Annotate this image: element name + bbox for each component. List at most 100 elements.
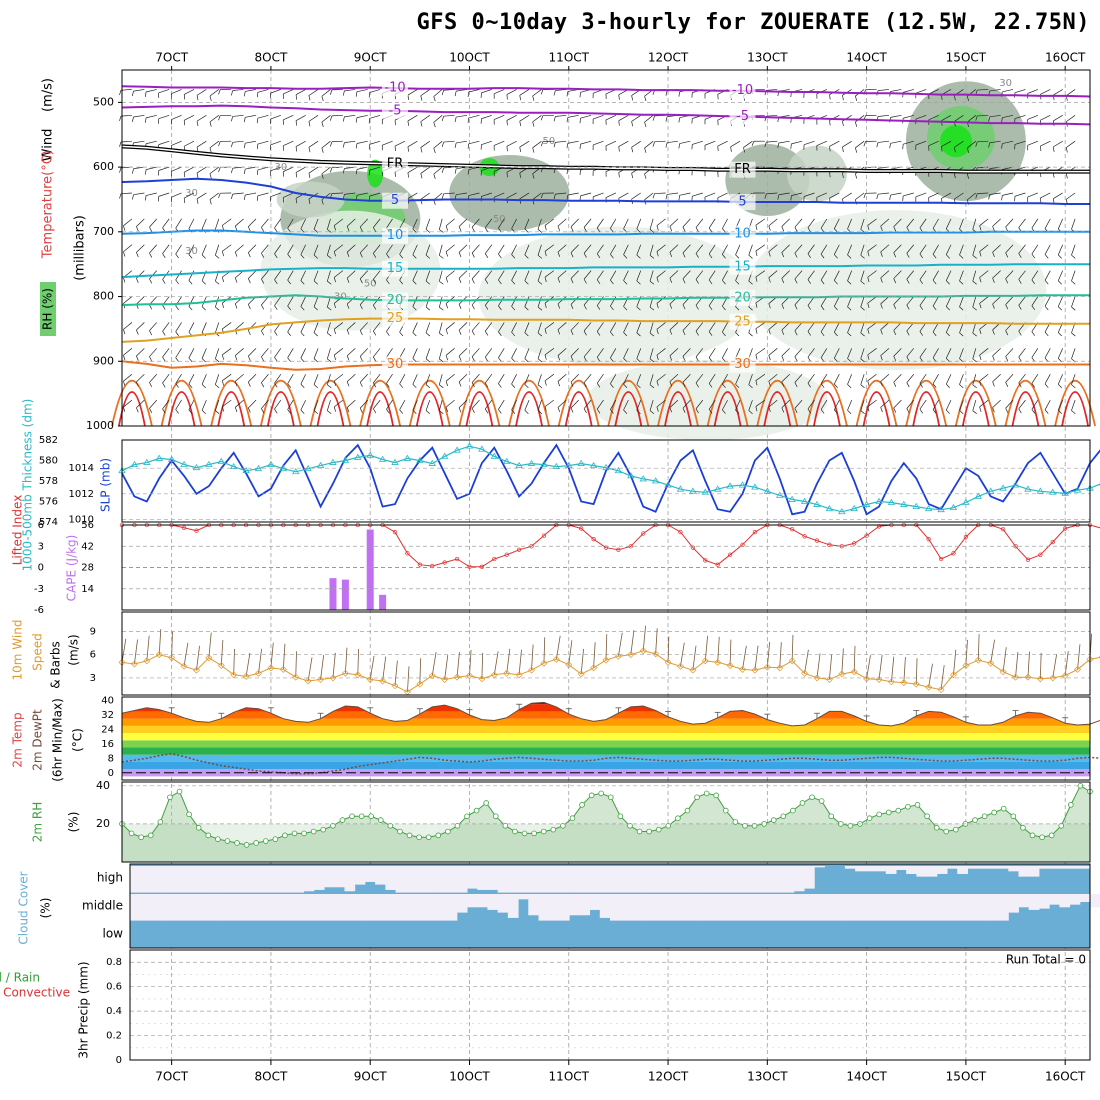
wind-barb xyxy=(794,399,803,409)
rh2m-point xyxy=(991,809,997,816)
wind10m-barb xyxy=(233,648,235,675)
wind-barb xyxy=(1071,270,1076,282)
wind-barb-flag xyxy=(287,409,292,414)
wind-barb xyxy=(893,296,902,305)
wind-barb-flag xyxy=(596,253,601,259)
wind-barb xyxy=(537,348,542,359)
wind-barb xyxy=(847,374,853,385)
wind-barb xyxy=(359,244,368,254)
wind-barb-flag xyxy=(484,382,489,388)
wind-barb xyxy=(214,399,220,411)
wind10m-point xyxy=(602,656,610,664)
rh2m-point xyxy=(1039,834,1045,841)
temperature-contour xyxy=(121,104,1091,126)
wind-barb-flag xyxy=(695,305,699,310)
wind-barb xyxy=(979,270,989,278)
wind10m-point xyxy=(776,664,784,672)
wind-barb xyxy=(196,140,207,148)
cape-tick-label: 42 xyxy=(81,541,94,552)
wind-barb-flag xyxy=(209,121,212,127)
wind-barb-flag xyxy=(644,96,647,102)
wind-barb xyxy=(847,218,853,230)
wind-barb xyxy=(326,244,331,256)
contour-label-bg xyxy=(729,258,756,275)
wind-barb-flag xyxy=(682,252,686,258)
wind-barb-flag xyxy=(243,169,246,175)
wind-barb xyxy=(235,373,244,382)
wind-barb-flag xyxy=(471,226,475,232)
wind-barb xyxy=(735,374,741,385)
cloud-clear-segment xyxy=(334,894,345,921)
wind-barb xyxy=(519,89,530,96)
wind10m-barb xyxy=(121,638,127,663)
wind-barb xyxy=(333,218,344,226)
dewpoint-axis-label: 2m DewPt xyxy=(31,709,45,771)
wind10m-barb xyxy=(1077,644,1081,670)
wind-barb-flag xyxy=(652,141,655,147)
wind-barb-flag xyxy=(863,141,866,147)
thickness-point xyxy=(887,498,896,505)
wind-barb-flag xyxy=(175,253,179,259)
wind-barb-flag xyxy=(373,330,377,336)
rh2m-point xyxy=(1058,823,1065,829)
wind-barb xyxy=(196,115,207,122)
wind-barb xyxy=(847,348,853,359)
wind-barb-flag xyxy=(695,382,699,388)
thickness-point xyxy=(540,460,548,467)
lifted-index-axis-label: Lifted Index xyxy=(11,495,25,566)
wind-barb-flag xyxy=(959,306,964,311)
wind-barb-flag xyxy=(123,355,126,361)
wind-barb xyxy=(373,244,381,254)
wind-barb xyxy=(484,218,493,228)
wind-barb-flag xyxy=(145,195,147,201)
wind-barb-flag xyxy=(992,407,995,413)
cloud-clear-segment xyxy=(426,866,437,893)
wind-barb-flag xyxy=(511,280,516,285)
cloud-clear-segment xyxy=(987,894,999,921)
thickness-point xyxy=(924,504,933,512)
wind-barb-flag xyxy=(313,332,318,337)
wind-barb xyxy=(158,114,170,120)
cloud-clear-segment xyxy=(303,894,315,921)
cloud-clear-segment xyxy=(232,866,243,893)
wind-barb-flag xyxy=(979,406,982,412)
wind-barb xyxy=(188,399,195,411)
wind-barb-flag xyxy=(618,146,620,152)
wind-barb-flag xyxy=(678,143,680,149)
wind-barb xyxy=(959,244,964,256)
wind-barb xyxy=(326,218,331,230)
wind-barb-flag xyxy=(656,355,659,360)
wind-barb xyxy=(511,218,517,229)
wind-barb xyxy=(544,373,555,382)
wind-barb-flag xyxy=(807,408,811,414)
wind-barb xyxy=(407,140,418,148)
wind-barb xyxy=(235,218,244,227)
cloud-clear-segment xyxy=(313,866,325,890)
wind-barb xyxy=(880,244,890,253)
wind-barb-flag xyxy=(373,253,377,258)
wind-barb-flag xyxy=(399,280,404,285)
wind-barb xyxy=(386,218,393,229)
rh2m-point xyxy=(492,813,499,820)
wind10m-barb xyxy=(977,634,980,661)
pressure-tick-label: 1000 xyxy=(86,419,114,432)
cloud-clear-segment xyxy=(936,866,948,874)
temperature-axis-label: Temperature xyxy=(41,176,56,259)
wind-barb-flag xyxy=(519,95,522,101)
wind-barb xyxy=(890,89,902,92)
wind10m-point xyxy=(912,680,920,688)
wind-barb xyxy=(1031,244,1039,255)
wind-barb-flag xyxy=(1071,332,1076,337)
thickness-tick-label: 576 xyxy=(39,497,58,508)
wind-barb-flag xyxy=(261,278,265,284)
wind-barb-flag xyxy=(308,147,311,153)
wind-barb xyxy=(407,166,418,173)
cloud-clear-segment xyxy=(620,866,631,893)
cloud-clear-segment xyxy=(487,894,499,910)
wind-barb-flag xyxy=(162,331,166,336)
wind-barb xyxy=(420,192,430,200)
cloud-clear-segment xyxy=(701,894,713,921)
wind-barb-flag xyxy=(300,357,305,363)
wind-barb xyxy=(992,296,1001,305)
wind10m-point xyxy=(1074,665,1082,673)
